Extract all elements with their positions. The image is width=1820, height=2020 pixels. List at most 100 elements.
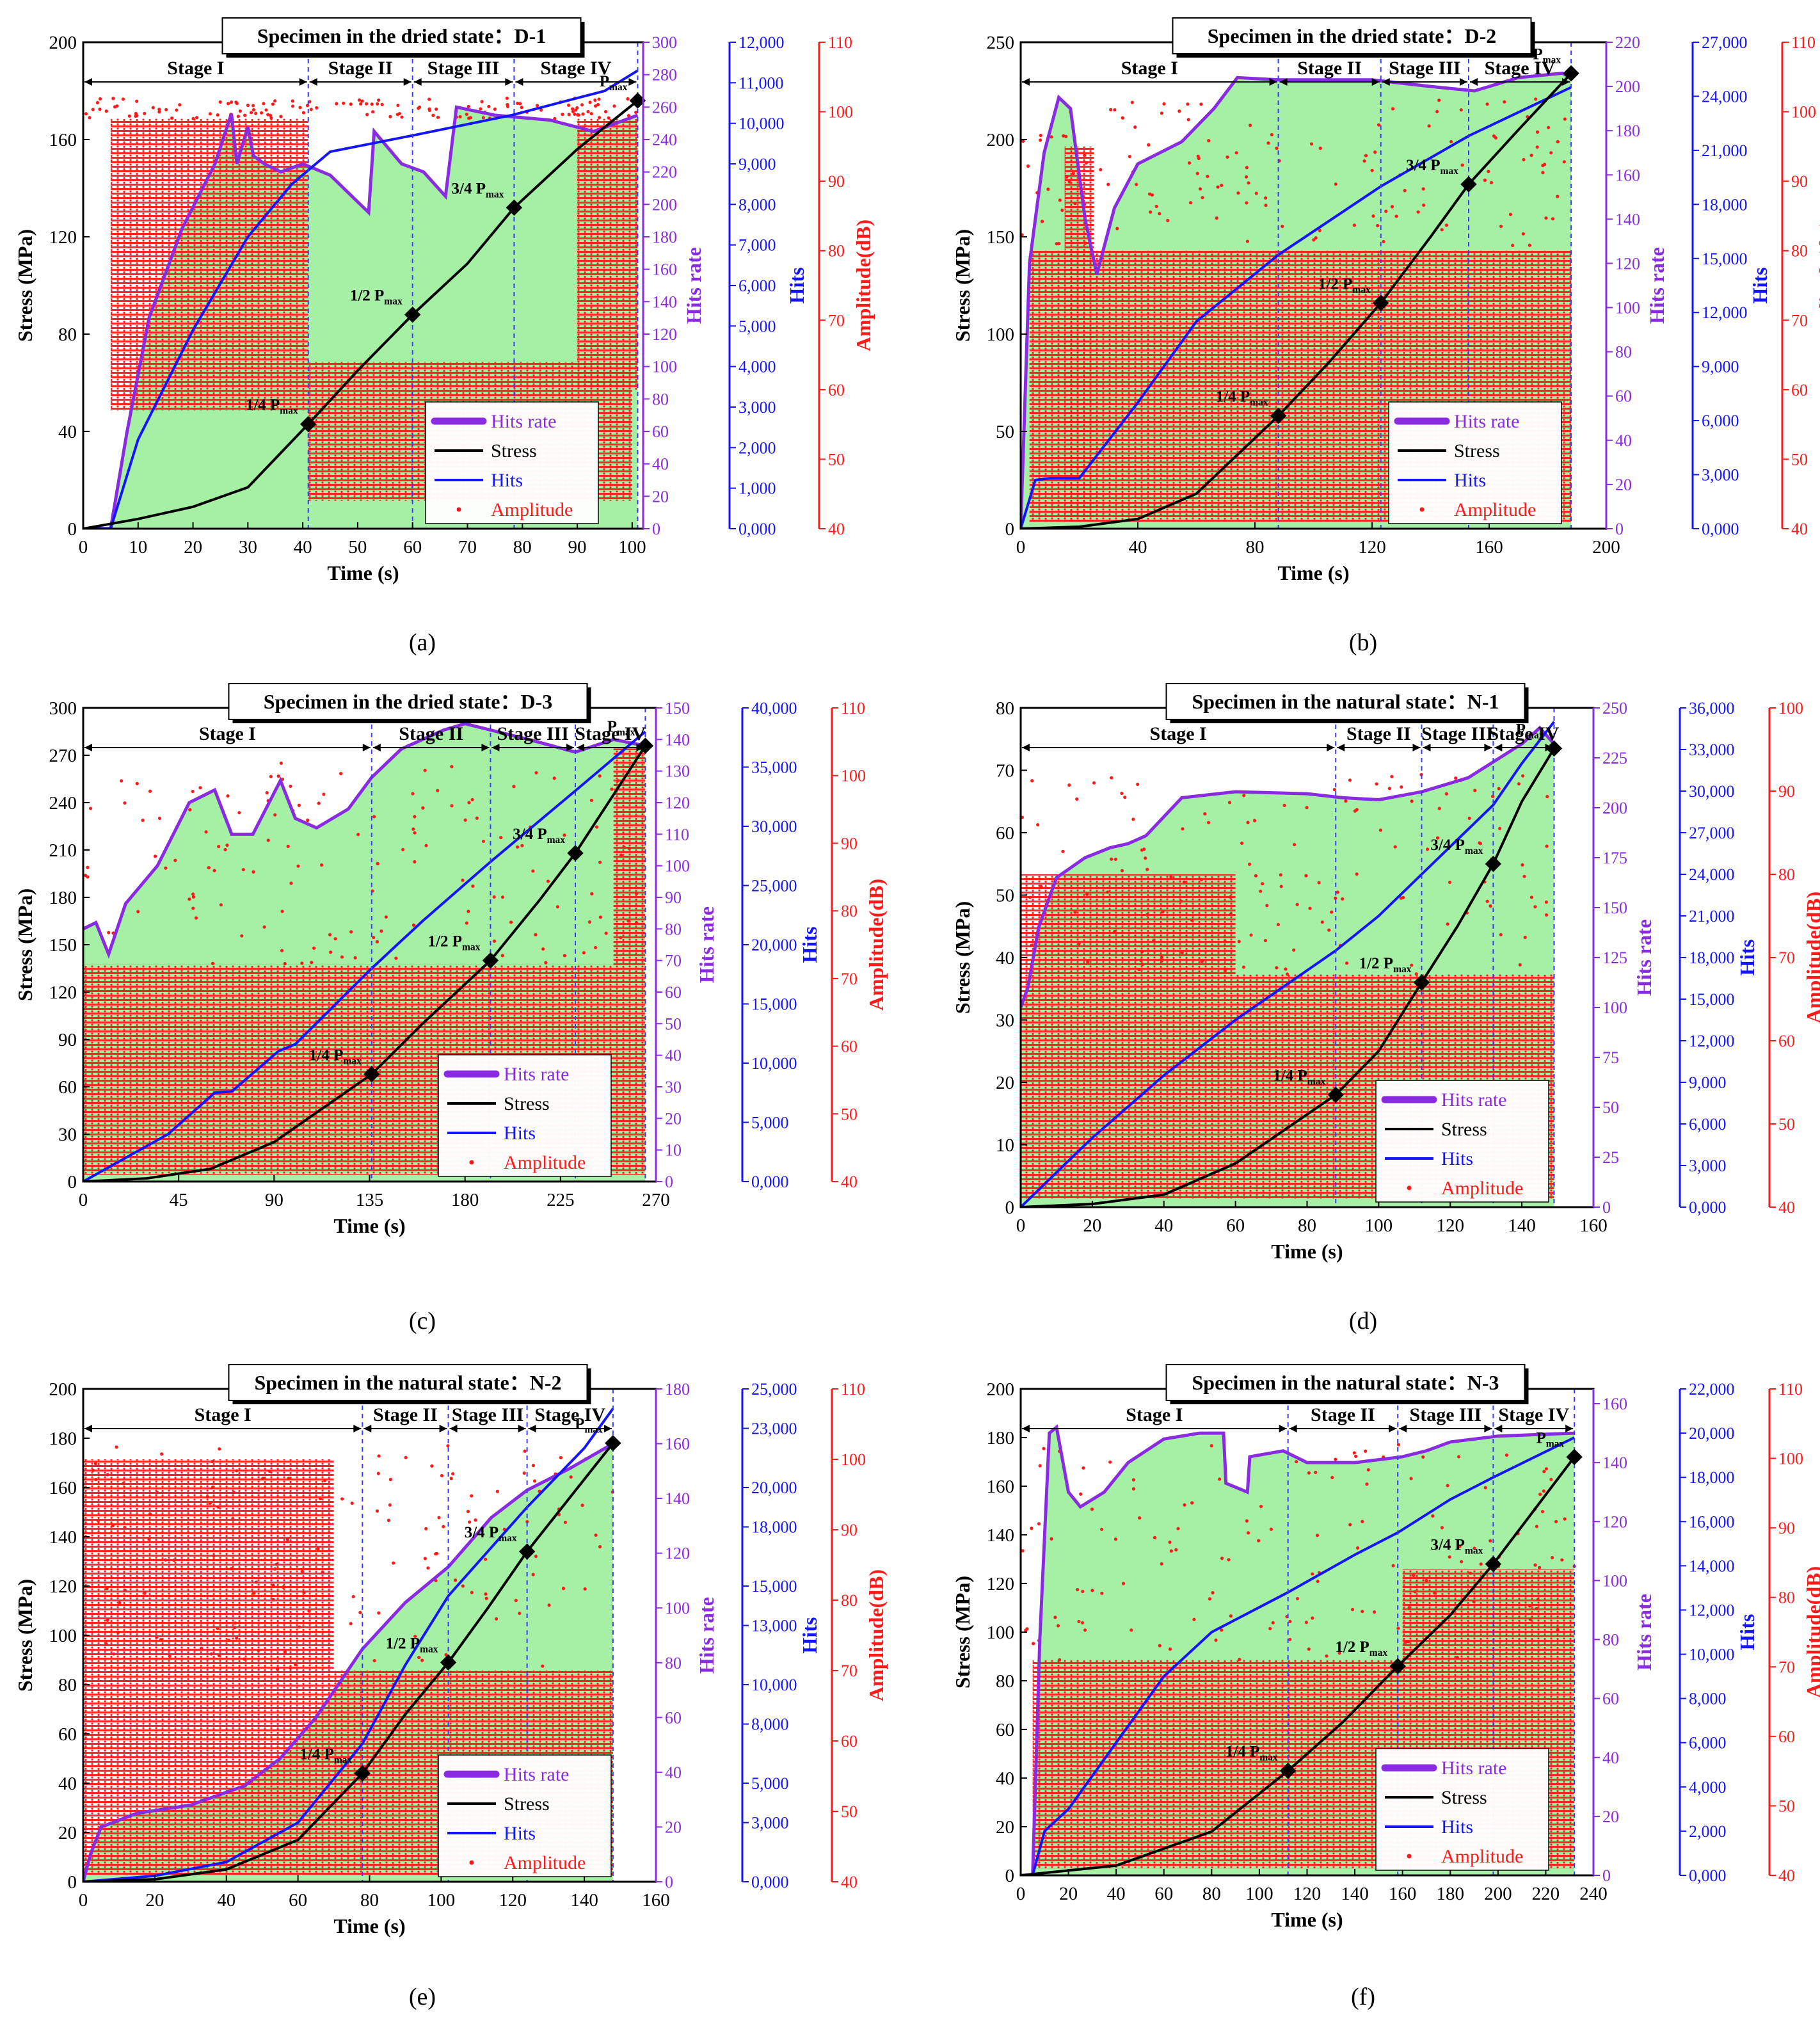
amplitude-point (547, 1603, 551, 1607)
amplitude-point (1261, 882, 1265, 886)
right-axis-tick-label: 80 (841, 902, 858, 920)
amplitude-point (1413, 1590, 1417, 1594)
time-tick-label: 40 (294, 537, 312, 557)
amplitude-point (467, 910, 470, 913)
stress-tick-label: 50 (996, 422, 1014, 442)
amplitude-point (342, 101, 346, 105)
right-axis-tick-label: 18,000 (1689, 949, 1735, 967)
amplitude-point (1544, 216, 1548, 220)
amplitude-point (423, 1557, 427, 1560)
time-tick-label: 160 (642, 1890, 670, 1911)
panel-caption: (e) (409, 1984, 436, 2010)
amplitude-point (1350, 1608, 1355, 1612)
amplitude-point (209, 1652, 213, 1656)
amplitude-point (86, 865, 90, 869)
right-axis-tick-label: 220 (652, 163, 677, 182)
amplitude-point (411, 923, 416, 927)
amplitude-point (1435, 836, 1440, 840)
amplitude-point (1542, 1489, 1545, 1493)
right-axis-tick-label: 50 (665, 1014, 682, 1033)
right-axis-tick-label: 180 (665, 1380, 690, 1399)
right-axis-tick-label: 15,000 (1702, 250, 1748, 268)
stress-tick-label: 200 (987, 1379, 1015, 1400)
amplitude-point (1487, 170, 1490, 173)
amplitude-point (423, 769, 427, 773)
stress-line (83, 1442, 614, 1882)
amplitude-point (357, 98, 362, 102)
time-tick-label: 40 (1154, 1215, 1173, 1236)
amplitude-point (1169, 1549, 1173, 1553)
amplitude-point (1304, 874, 1308, 878)
amplitude-point (1337, 1651, 1341, 1655)
amplitude-point (436, 789, 440, 792)
amplitude-point (191, 895, 195, 899)
amplitude-point (1106, 890, 1110, 894)
stage-arrowhead-right (518, 1425, 526, 1432)
amplitude-point (1288, 1637, 1292, 1642)
amplitude-point (1446, 1484, 1449, 1487)
stress-tick-label: 100 (987, 325, 1015, 345)
amplitude-point (212, 1554, 216, 1558)
amplitude-point (1090, 1507, 1094, 1511)
right-axis-tick-label: 120 (1602, 1512, 1627, 1531)
amplitude-point (240, 934, 244, 938)
marker-label: Pmax (1533, 46, 1561, 66)
amplitude-point (350, 1501, 354, 1505)
amplitude-point (1113, 108, 1117, 112)
time-tick-label: 180 (1437, 1884, 1465, 1904)
amplitude-point (1498, 826, 1502, 830)
amplitude-point (1206, 174, 1209, 179)
hits-line (1021, 721, 1556, 1207)
time-tick-label: 200 (1592, 537, 1620, 557)
amplitude-point (1517, 782, 1521, 786)
amplitude-point (172, 1559, 176, 1562)
amplitude-point (596, 102, 600, 107)
amplitude-point (261, 1477, 265, 1480)
right-axis-tick-label: 140 (665, 1489, 690, 1508)
time-tick-label: 0 (1016, 537, 1026, 557)
amplitude-point (622, 845, 626, 849)
amplitude-point (1245, 166, 1249, 170)
stress-tick-label: 200 (49, 1379, 77, 1400)
stage-arrowhead-left (1279, 78, 1288, 86)
amplitude-point (1140, 962, 1145, 966)
amplitude-point (279, 761, 283, 766)
stress-marker (629, 92, 646, 109)
amplitude-point (1366, 1468, 1370, 1472)
stage-arrowhead-right (505, 78, 513, 86)
title-box (221, 17, 582, 54)
amplitude-point (1147, 143, 1151, 147)
amplitude-point (1460, 163, 1464, 167)
amplitude-point (470, 1494, 474, 1498)
amplitude-point (1282, 803, 1286, 807)
stage-arrowhead-right (353, 1425, 362, 1432)
legend-swatch-amplitude (1407, 1185, 1412, 1190)
amplitude-point (254, 111, 258, 115)
right-axis-tick-label: 9,000 (738, 155, 776, 173)
right-axis-tick-label: 220 (1615, 33, 1640, 52)
amplitude-point (1311, 1616, 1314, 1620)
amplitude-point (520, 106, 523, 109)
amplitude-point (619, 853, 623, 857)
time-tick-label: 10 (129, 537, 147, 557)
legend-swatch-amplitude (469, 1860, 474, 1865)
amplitude-point (322, 792, 326, 796)
amplitude-point (539, 108, 543, 112)
amplitude-point (561, 1587, 566, 1591)
amplitude-point (96, 1519, 100, 1523)
amplitude-point (372, 1658, 376, 1663)
amplitude-point (589, 798, 593, 803)
title-box (228, 683, 588, 720)
right-axis-tick-label: 70 (1791, 311, 1808, 330)
amplitude-point (1077, 942, 1081, 945)
amplitude-point (1083, 241, 1087, 245)
amplitude-point (610, 787, 614, 791)
stress-line (83, 99, 639, 529)
time-tick-label: 80 (1202, 1884, 1221, 1904)
stage-arrowhead-left (1289, 1425, 1297, 1432)
amplitude-point (1030, 779, 1034, 783)
amplitude-point (372, 936, 376, 940)
title-box (1172, 17, 1532, 54)
amplitude-point (588, 100, 592, 104)
right-axis-tick-label: 80 (1791, 242, 1808, 261)
